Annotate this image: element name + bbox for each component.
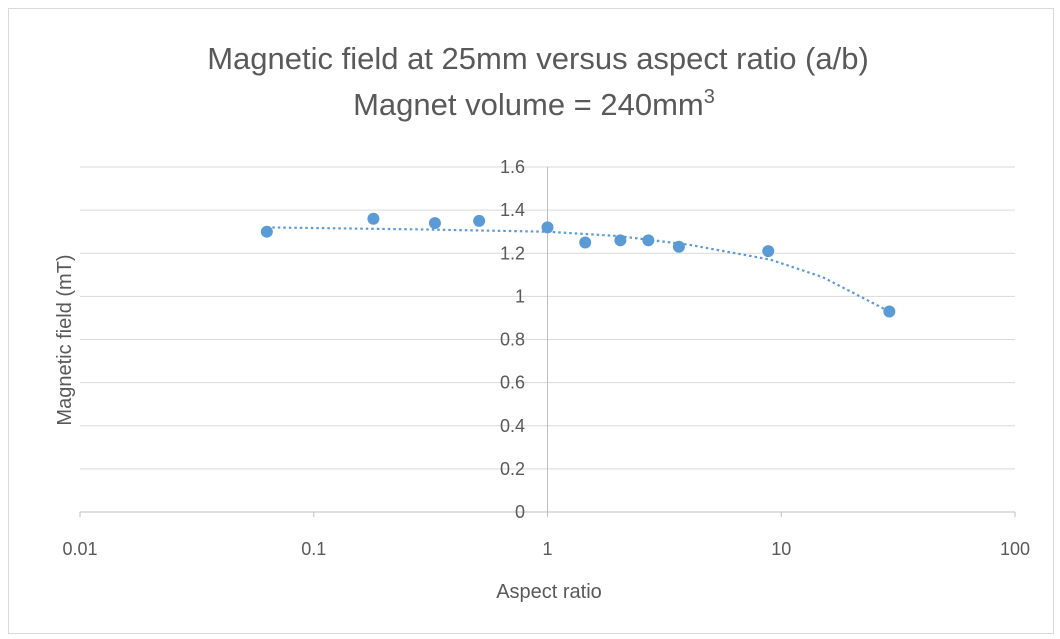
y-tick-label: 0.6 — [500, 373, 525, 393]
x-tick-label: 100 — [1000, 539, 1030, 559]
y-tick-label: 1.6 — [500, 157, 525, 177]
chart-title-line2-sup: 3 — [704, 86, 715, 108]
data-point — [642, 234, 655, 247]
y-tick-label: 0.8 — [500, 330, 525, 350]
y-axis-label: Magnetic field (mT) — [54, 254, 76, 425]
data-point — [367, 212, 380, 225]
data-point — [541, 221, 554, 234]
y-tick-label: 1.2 — [500, 243, 525, 263]
data-point — [762, 245, 775, 258]
y-axis-line — [79, 167, 1016, 517]
chart-title-line2-prefix: Magnet volume = 240mm — [353, 87, 704, 122]
x-tick-label: 0.1 — [301, 539, 326, 559]
chart-frame — [8, 8, 1054, 634]
data-point — [672, 240, 685, 253]
y-tick-label: 1 — [515, 286, 525, 306]
x-tick-labels: 0.01 0.1 1 10 100 — [62, 539, 1030, 559]
data-points — [260, 212, 896, 318]
chart-title-line2: Magnet volume = 240mm3 — [353, 86, 715, 122]
y-tick-label: 0 — [515, 502, 525, 522]
x-tick-label: 0.01 — [62, 539, 97, 559]
data-point — [428, 217, 441, 230]
y-tick-label: 0.4 — [500, 416, 525, 436]
data-point — [883, 305, 896, 318]
trendline — [266, 226, 890, 313]
data-point — [579, 236, 592, 249]
chart-title-line1: Magnetic field at 25mm versus aspect rat… — [207, 41, 869, 76]
data-point — [260, 225, 273, 238]
y-tick-labels: 0 0.2 0.4 0.6 0.8 1 1.2 1.4 1.6 — [500, 157, 525, 522]
x-axis-label: Aspect ratio — [496, 581, 602, 603]
y-tick-label: 1.4 — [500, 200, 525, 220]
data-point — [473, 214, 486, 227]
x-tick-label: 1 — [542, 539, 552, 559]
x-tick-label: 10 — [771, 539, 791, 559]
y-tick-label: 0.2 — [500, 459, 525, 479]
data-point — [614, 234, 627, 247]
